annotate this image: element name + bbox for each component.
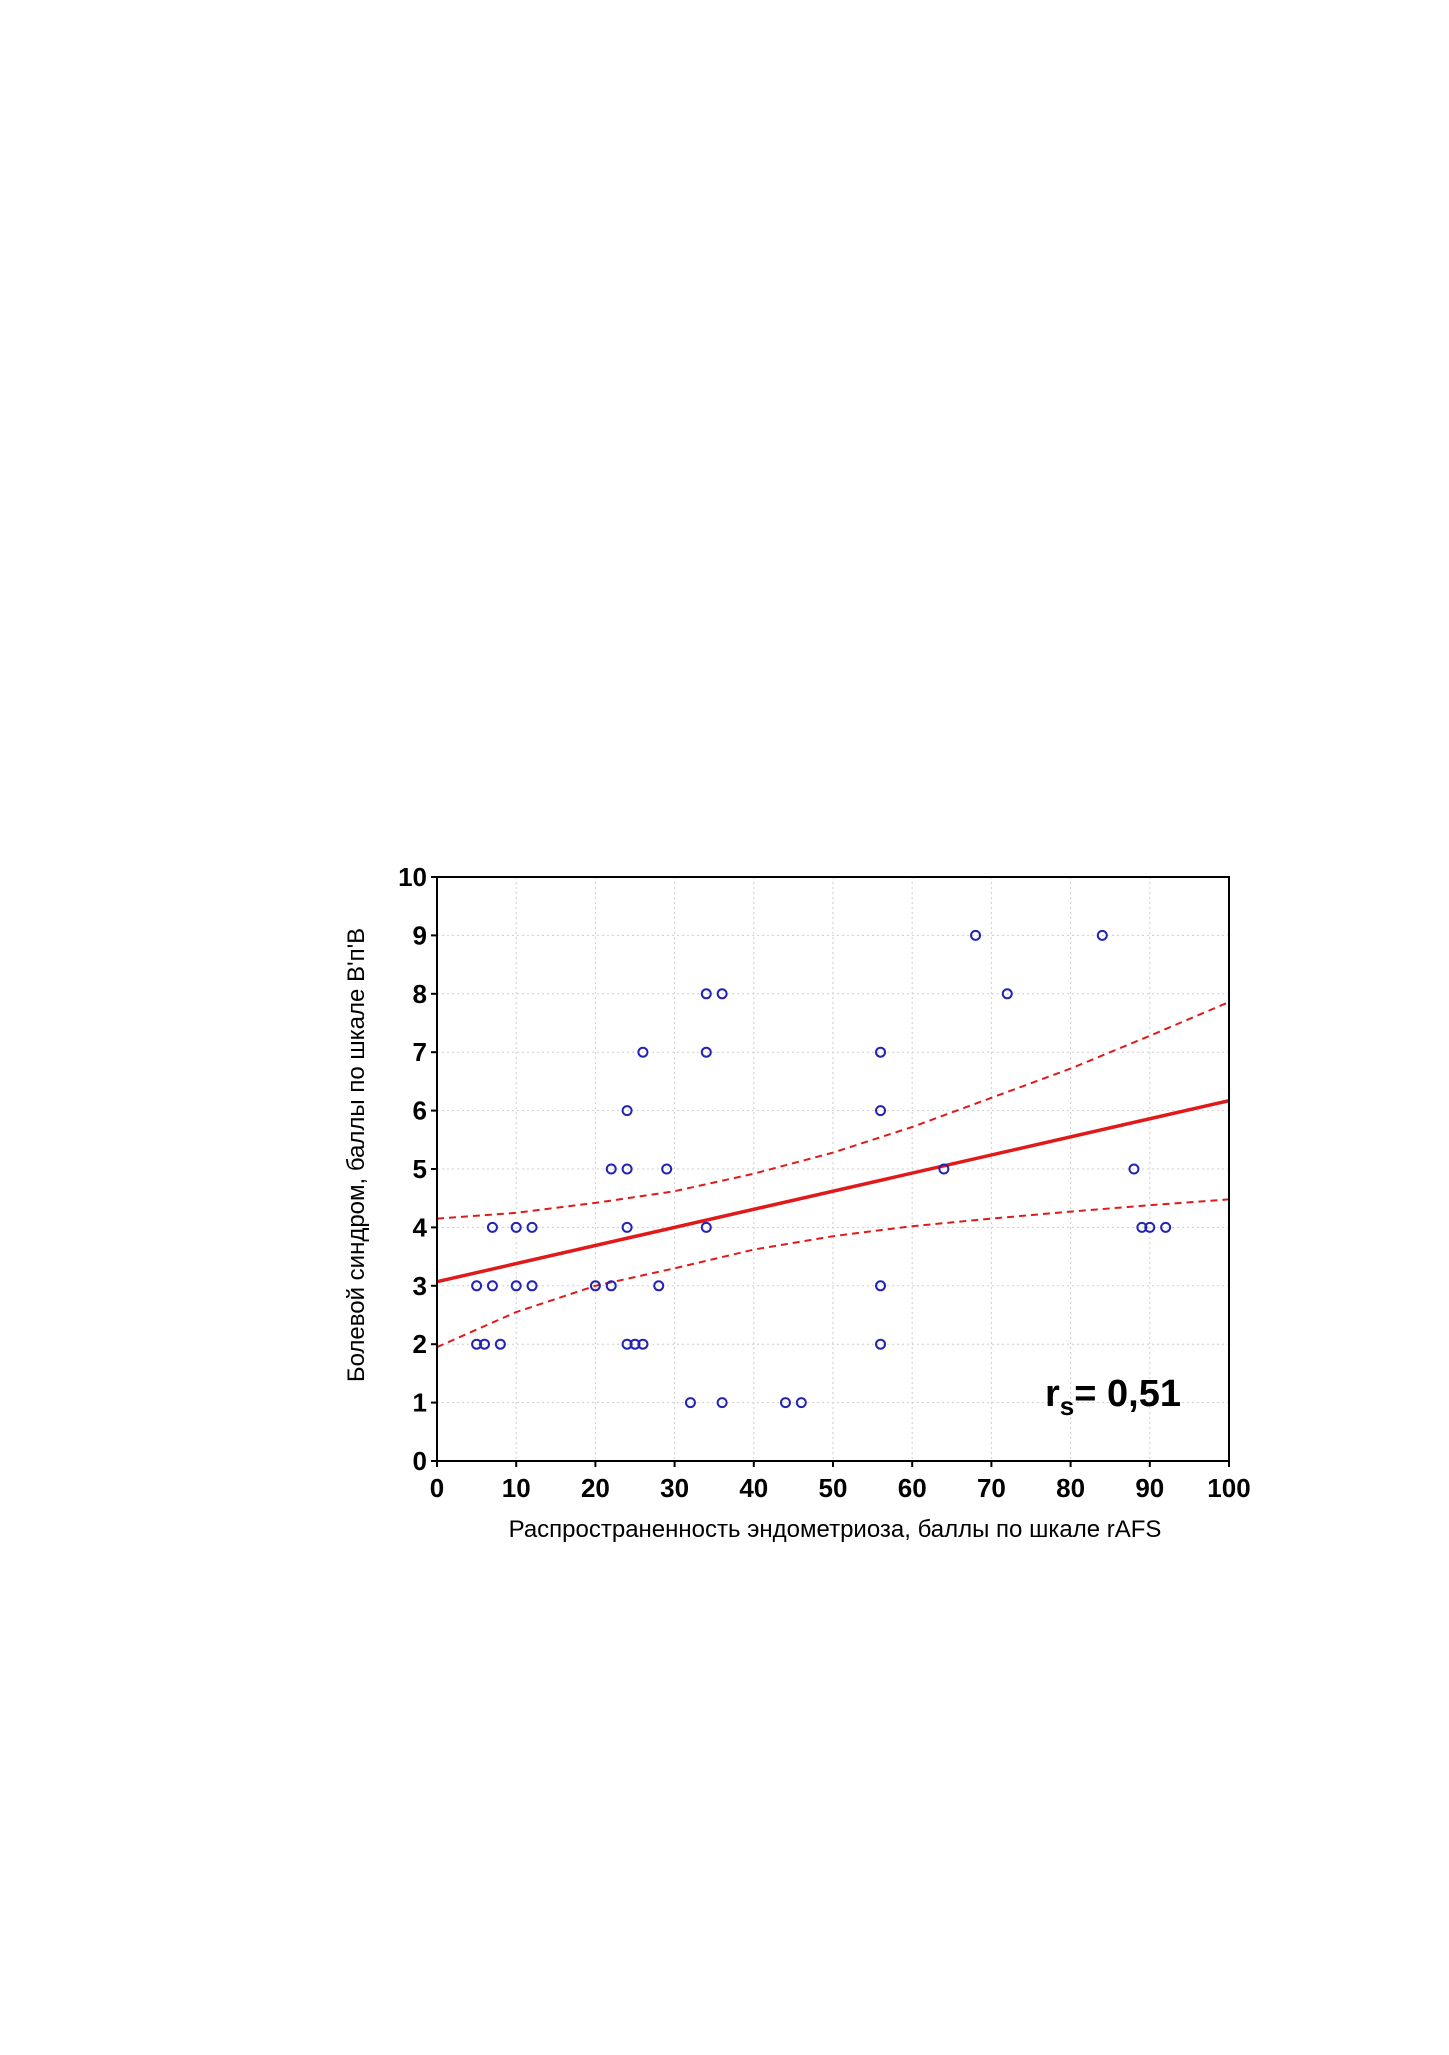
- data-point: [1001, 988, 1013, 1000]
- data-point: [526, 1221, 538, 1233]
- data-point: [661, 1163, 673, 1175]
- data-point: [684, 1397, 696, 1409]
- data-point: [621, 1105, 633, 1117]
- y-tick-label: 7: [413, 1037, 427, 1067]
- data-points: [471, 929, 1172, 1409]
- x-axis-title: Распространенность эндометриоза, баллы п…: [509, 1516, 1162, 1543]
- confidence-band: [436, 1001, 1230, 1349]
- y-tick-label: 5: [413, 1154, 427, 1184]
- x-tick-label: 30: [660, 1473, 689, 1503]
- x-tick-label: 70: [977, 1473, 1006, 1503]
- data-point: [875, 1280, 887, 1292]
- x-tick-label: 60: [898, 1473, 927, 1503]
- x-tick-labels: 0 10 20 30 40 50 60 70 80 90 100: [430, 1461, 1251, 1503]
- y-tick-label: 6: [413, 1096, 427, 1126]
- annotation-subscript: s: [1060, 1391, 1074, 1421]
- data-point: [629, 1338, 641, 1350]
- y-tick-label: 9: [413, 920, 427, 950]
- regression-line: [436, 1098, 1230, 1284]
- data-point: [970, 929, 982, 941]
- x-tick-label: 80: [1056, 1473, 1085, 1503]
- x-tick-label: 90: [1135, 1473, 1164, 1503]
- data-point: [1096, 929, 1108, 941]
- data-point: [700, 1221, 712, 1233]
- data-point: [875, 1338, 887, 1350]
- data-point: [605, 1163, 617, 1175]
- annotation-value: = 0,51: [1074, 1373, 1181, 1415]
- y-tick-label: 3: [413, 1271, 427, 1301]
- y-tick-label: 8: [413, 979, 427, 1009]
- data-point: [700, 1046, 712, 1058]
- x-tick-label: 50: [819, 1473, 848, 1503]
- data-point: [938, 1163, 950, 1175]
- data-point: [486, 1221, 498, 1233]
- data-point: [605, 1280, 617, 1292]
- y-tick-label: 4: [413, 1212, 428, 1242]
- x-tick-label: 100: [1207, 1473, 1250, 1503]
- data-point: [621, 1338, 633, 1350]
- data-point: [700, 988, 712, 1000]
- y-tick-label: 2: [413, 1329, 427, 1359]
- y-tick-label: 0: [413, 1446, 427, 1476]
- data-point: [1136, 1221, 1148, 1233]
- data-point: [526, 1280, 538, 1292]
- data-point: [479, 1338, 491, 1350]
- data-point: [716, 1397, 728, 1409]
- data-point: [510, 1280, 522, 1292]
- data-point: [471, 1280, 483, 1292]
- regression-fit-line: [436, 1098, 1230, 1284]
- data-point: [1144, 1221, 1156, 1233]
- data-point: [875, 1105, 887, 1117]
- data-point: [494, 1338, 506, 1350]
- data-point: [621, 1221, 633, 1233]
- data-point: [795, 1397, 807, 1409]
- data-point: [471, 1338, 483, 1350]
- grid: [437, 877, 1229, 1461]
- y-tick-labels: 0 1 2 3 4 5 6 7 8 9 10: [398, 862, 437, 1476]
- data-point: [589, 1280, 601, 1292]
- y-tick-label: 1: [413, 1388, 427, 1418]
- x-tick-label: 20: [581, 1473, 610, 1503]
- data-point: [875, 1046, 887, 1058]
- data-point: [653, 1280, 665, 1292]
- data-point: [1128, 1163, 1140, 1175]
- data-point: [637, 1046, 649, 1058]
- data-point: [779, 1397, 791, 1409]
- correlation-annotation: rs= 0,51: [1045, 1373, 1181, 1421]
- y-tick-label: 10: [398, 862, 427, 892]
- confidence-upper: [436, 1001, 1230, 1220]
- annotation-r: r: [1045, 1373, 1060, 1415]
- data-point: [637, 1338, 649, 1350]
- data-point: [716, 988, 728, 1000]
- x-tick-label: 0: [430, 1473, 444, 1503]
- confidence-lower: [436, 1198, 1230, 1349]
- data-point: [1160, 1221, 1172, 1233]
- x-tick-label: 40: [739, 1473, 768, 1503]
- data-point: [510, 1221, 522, 1233]
- x-tick-label: 10: [502, 1473, 531, 1503]
- data-point: [486, 1280, 498, 1292]
- y-axis-title: Болевой синдром, баллы по шкале В'п'В: [343, 928, 370, 1382]
- data-point: [621, 1163, 633, 1175]
